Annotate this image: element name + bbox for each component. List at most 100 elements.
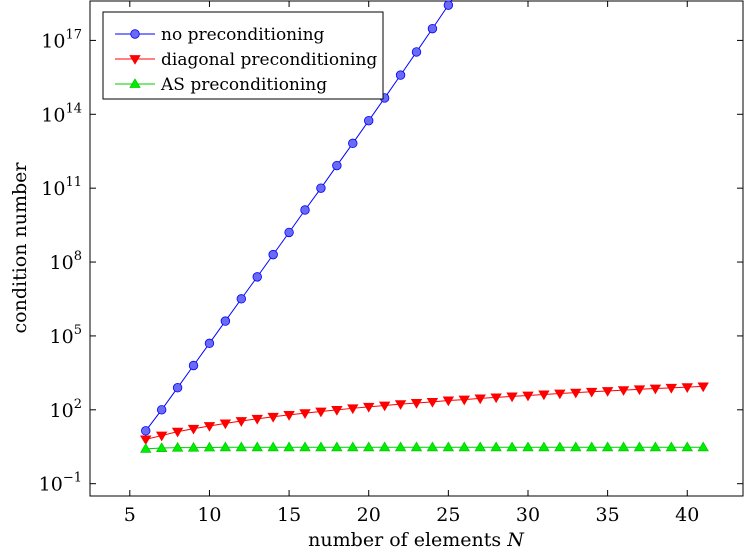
data-point [649, 384, 662, 395]
data-point [458, 441, 470, 452]
data-point [219, 419, 232, 430]
data-point [268, 249, 278, 260]
data-point [697, 382, 709, 393]
data-point [442, 441, 455, 452]
data-point [204, 338, 215, 349]
y-tick-label: 1011 [41, 175, 82, 200]
data-point [649, 441, 662, 452]
data-point [570, 388, 582, 399]
data-point [443, 0, 454, 10]
plot-frame [89, 0, 744, 497]
data-point [299, 441, 311, 452]
data-point [129, 78, 141, 88]
data-point [633, 441, 646, 452]
data-point [188, 360, 199, 371]
data-point [156, 405, 167, 415]
x-tick-label: 35 [596, 504, 620, 526]
data-point [697, 441, 709, 452]
data-point [633, 385, 646, 396]
data-point [220, 316, 231, 326]
y-tick-label: 108 [50, 249, 82, 274]
data-point [585, 387, 598, 398]
x-tick-label: 5 [124, 504, 136, 526]
data-point [601, 441, 614, 452]
data-point [140, 443, 152, 453]
data-point [378, 401, 391, 412]
data-point [681, 441, 693, 452]
series-2 [140, 441, 709, 453]
data-point [315, 441, 327, 452]
data-point [681, 383, 693, 393]
data-point [426, 441, 439, 452]
data-point [316, 183, 326, 193]
data-point [410, 441, 423, 452]
data-point [554, 389, 566, 400]
y-tick-label: 10−1 [39, 471, 82, 496]
data-point [252, 272, 262, 282]
data-point [426, 397, 439, 408]
data-point [442, 396, 455, 407]
x-tick-label: 30 [516, 504, 540, 526]
data-point [411, 47, 422, 57]
data-point [617, 441, 630, 452]
x-tick-label: 20 [357, 504, 381, 526]
data-point [267, 412, 279, 423]
x-tick-label: 25 [436, 504, 460, 526]
data-point [474, 441, 486, 452]
legend: no preconditioning diagonal preconditioni… [102, 11, 384, 100]
series-1 [140, 382, 709, 446]
data-point [283, 411, 295, 421]
data-point [506, 392, 518, 403]
x-axis-label-var: N [506, 529, 525, 551]
y-tick-label: 105 [50, 323, 82, 348]
data-point [171, 427, 184, 438]
data-point [155, 442, 168, 452]
data-point [538, 441, 550, 452]
data-point [474, 394, 486, 405]
data-point [522, 441, 534, 452]
data-point [332, 160, 342, 171]
data-point [617, 386, 630, 396]
data-point [155, 431, 168, 442]
data-point [130, 29, 140, 39]
data-point [171, 441, 184, 452]
data-point [219, 441, 232, 452]
x-axis-label-text: number of elements [308, 529, 501, 551]
data-point [299, 409, 311, 419]
data-point [364, 115, 374, 126]
series-0 [141, 0, 454, 436]
y-tick-label: 102 [50, 397, 82, 422]
y-tick-label: 1017 [41, 27, 82, 52]
data-point [235, 441, 248, 452]
y-tick-label: 1014 [41, 101, 82, 126]
data-point [570, 441, 582, 452]
data-point [251, 414, 263, 425]
data-point [665, 383, 678, 394]
x-tick-label: 40 [675, 504, 699, 526]
data-point [347, 404, 359, 415]
legend-label: no preconditioning [161, 25, 325, 45]
x-tick-label: 15 [277, 504, 301, 526]
data-point [538, 390, 550, 401]
data-point [283, 441, 295, 452]
data-point [363, 402, 375, 413]
data-point [665, 441, 678, 452]
data-point [410, 399, 423, 409]
data-point [395, 70, 406, 80]
data-point [522, 391, 534, 402]
data-point [203, 422, 216, 432]
data-point [348, 138, 358, 149]
data-point [140, 435, 152, 446]
data-point [490, 441, 502, 452]
legend-label: AS preconditioning [160, 75, 327, 95]
data-point [585, 441, 598, 452]
axis-ticks: 5 10 15 20 25 30 35 40 10−1 102 105 108 1011 1014 1017 [39, 1, 743, 526]
data-point [331, 406, 343, 416]
data-point [394, 441, 407, 452]
data-point [203, 441, 216, 452]
data-point [129, 55, 141, 65]
y-axis-label: condition number [9, 162, 31, 334]
data-point [506, 441, 518, 452]
data-point [187, 441, 200, 452]
data-point [300, 205, 310, 215]
